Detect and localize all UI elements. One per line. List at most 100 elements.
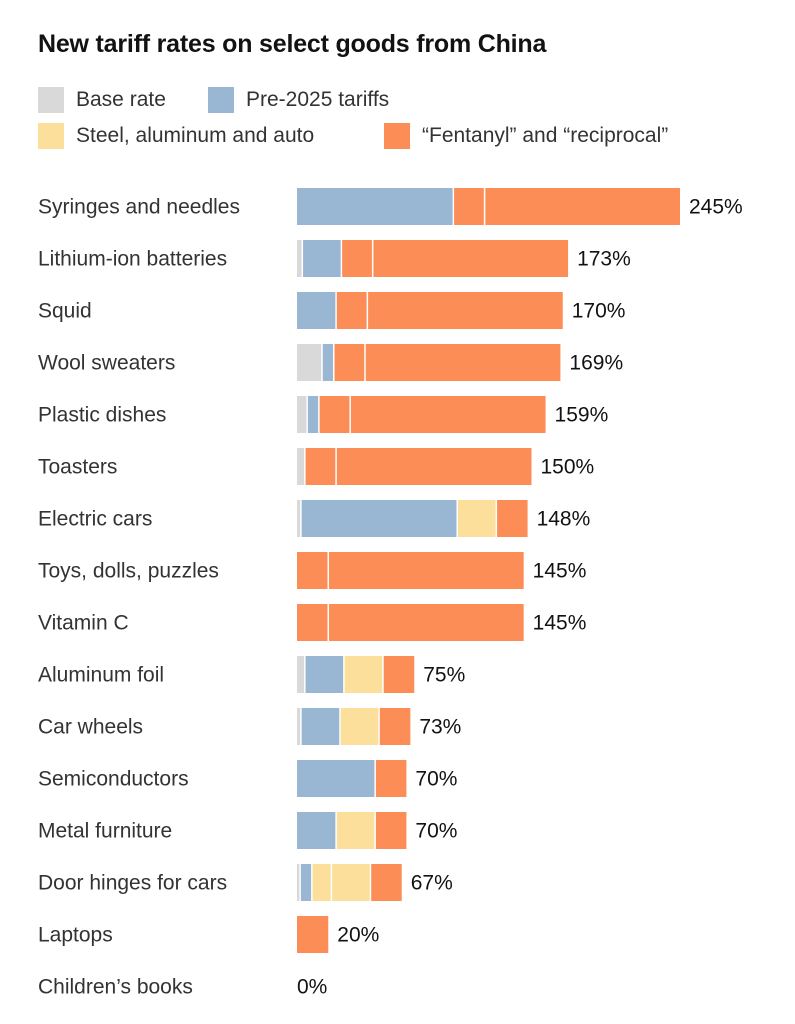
bar-segment-syringes-and-needles-2 [484, 188, 680, 225]
legend-swatch-steel-aluminum-auto [38, 123, 64, 149]
bar-row-children-s-books: Children’s books 0% [38, 976, 327, 999]
total-label-door-hinges-for-cars: 67% [411, 872, 453, 895]
bar-row-squid: Squid 170% [38, 292, 625, 329]
bar-row-toasters: Toasters 150% [38, 448, 594, 485]
bar-row-aluminum-foil: Aluminum foil 75% [38, 656, 465, 693]
bar-segment-metal-furniture-2 [375, 812, 407, 849]
bar-segment-aluminum-foil-1 [304, 656, 344, 693]
bar-segment-plastic-dishes-3 [350, 396, 546, 433]
bar-row-metal-furniture: Metal furniture 70% [38, 812, 457, 849]
bar-segment-car-wheels-0 [297, 708, 301, 745]
bar-segment-toys-dolls-puzzles-1 [328, 552, 524, 589]
bar-segment-lithium-ion-batteries-1 [302, 240, 342, 277]
bar-segment-toasters-0 [297, 448, 305, 485]
total-label-car-wheels: 73% [419, 716, 461, 739]
bar-row-syringes-and-needles: Syringes and needles 245% [38, 188, 743, 225]
bar-segment-wool-sweaters-1 [322, 344, 334, 381]
row-label-laptops: Laptops [38, 924, 113, 947]
bar-segment-vitamin-c-0 [297, 604, 329, 641]
bar-segment-aluminum-foil-0 [297, 656, 305, 693]
bar-segment-door-hinges-for-cars-3 [331, 864, 371, 901]
row-label-electric-cars: Electric cars [38, 508, 152, 531]
bar-row-lithium-ion-batteries: Lithium-ion batteries 173% [38, 240, 631, 277]
legend-label-fentanyl-reciprocal: “Fentanyl” and “reciprocal” [422, 124, 669, 147]
bar-segment-squid-2 [367, 292, 563, 329]
total-label-toasters: 150% [540, 456, 594, 479]
row-label-aluminum-foil: Aluminum foil [38, 664, 164, 687]
bar-segment-wool-sweaters-2 [333, 344, 366, 381]
bar-segment-door-hinges-for-cars-2 [311, 864, 332, 901]
total-label-syringes-and-needles: 245% [689, 196, 743, 219]
bar-segment-car-wheels-1 [300, 708, 340, 745]
bar-row-vitamin-c: Vitamin C 145% [38, 604, 586, 641]
bar-row-laptops: Laptops 20% [38, 916, 379, 953]
total-label-vitamin-c: 145% [533, 612, 587, 635]
bar-segment-squid-1 [336, 292, 368, 329]
row-label-syringes-and-needles: Syringes and needles [38, 196, 240, 219]
total-label-laptops: 20% [337, 924, 379, 947]
row-label-children-s-books: Children’s books [38, 976, 193, 999]
bar-segment-electric-cars-1 [300, 500, 458, 537]
bar-row-toys-dolls-puzzles: Toys, dolls, puzzles 145% [38, 552, 586, 589]
bar-segment-plastic-dishes-2 [318, 396, 351, 433]
total-label-squid: 170% [572, 300, 626, 323]
row-label-toasters: Toasters [38, 456, 117, 479]
bar-segment-door-hinges-for-cars-1 [300, 864, 312, 901]
total-label-toys-dolls-puzzles: 145% [533, 560, 587, 583]
row-label-car-wheels: Car wheels [38, 716, 143, 739]
bar-segment-metal-furniture-0 [297, 812, 337, 849]
bar-segment-door-hinges-for-cars-0 [297, 864, 301, 901]
bar-segment-electric-cars-2 [457, 500, 497, 537]
bar-segment-door-hinges-for-cars-4 [370, 864, 402, 901]
bar-segment-aluminum-foil-3 [382, 656, 415, 693]
total-label-semiconductors: 70% [415, 768, 457, 791]
bar-segment-syringes-and-needles-0 [297, 188, 454, 225]
row-label-vitamin-c: Vitamin C [38, 612, 129, 635]
row-label-semiconductors: Semiconductors [38, 768, 189, 791]
bar-row-door-hinges-for-cars: Door hinges for cars 67% [38, 864, 453, 901]
total-label-wool-sweaters: 169% [569, 352, 623, 375]
bar-segment-car-wheels-2 [339, 708, 380, 745]
bar-segment-laptops-0 [297, 916, 329, 953]
legend-label-steel-aluminum-auto: Steel, aluminum and auto [76, 124, 315, 147]
total-label-aluminum-foil: 75% [423, 664, 465, 687]
row-label-plastic-dishes: Plastic dishes [38, 404, 166, 427]
bar-segment-plastic-dishes-1 [307, 396, 319, 433]
bar-segment-syringes-and-needles-1 [453, 188, 485, 225]
legend-item-base-rate: Base rate [38, 86, 166, 114]
bar-segment-lithium-ion-batteries-0 [297, 240, 303, 277]
legend-item-steel-aluminum-auto: Steel, aluminum and auto [38, 122, 314, 150]
legend-swatch-pre-2025-tariffs [208, 87, 234, 113]
total-label-plastic-dishes: 159% [555, 404, 609, 427]
bar-row-semiconductors: Semiconductors 70% [38, 760, 457, 797]
row-label-metal-furniture: Metal furniture [38, 820, 172, 843]
bar-segment-electric-cars-0 [297, 500, 301, 537]
bar-segment-electric-cars-3 [496, 500, 528, 537]
bar-segment-vitamin-c-1 [328, 604, 524, 641]
bar-segment-toys-dolls-puzzles-0 [297, 552, 329, 589]
row-label-door-hinges-for-cars: Door hinges for cars [38, 872, 227, 895]
bar-segment-aluminum-foil-2 [343, 656, 383, 693]
bar-segment-semiconductors-1 [375, 760, 407, 797]
total-label-children-s-books: 0% [297, 976, 327, 999]
row-label-lithium-ion-batteries: Lithium-ion batteries [38, 248, 227, 271]
legend-swatch-base-rate [38, 87, 64, 113]
bar-segment-lithium-ion-batteries-3 [372, 240, 569, 277]
bar-segment-squid-0 [297, 292, 337, 329]
total-label-metal-furniture: 70% [415, 820, 457, 843]
legend-label-pre-2025-tariffs: Pre-2025 tariffs [246, 88, 390, 111]
row-label-wool-sweaters: Wool sweaters [38, 352, 175, 375]
bar-segment-plastic-dishes-0 [297, 396, 308, 433]
row-label-toys-dolls-puzzles: Toys, dolls, puzzles [38, 560, 219, 583]
row-label-squid: Squid [38, 300, 92, 323]
bar-segment-lithium-ion-batteries-2 [341, 240, 373, 277]
total-label-lithium-ion-batteries: 173% [577, 248, 631, 271]
bar-row-electric-cars: Electric cars 148% [38, 500, 590, 537]
bar-segment-metal-furniture-1 [336, 812, 376, 849]
legend-item-pre-2025-tariffs: Pre-2025 tariffs [208, 86, 389, 114]
bar-segment-car-wheels-3 [379, 708, 411, 745]
bar-row-car-wheels: Car wheels 73% [38, 708, 461, 745]
bar-segment-toasters-1 [304, 448, 337, 485]
